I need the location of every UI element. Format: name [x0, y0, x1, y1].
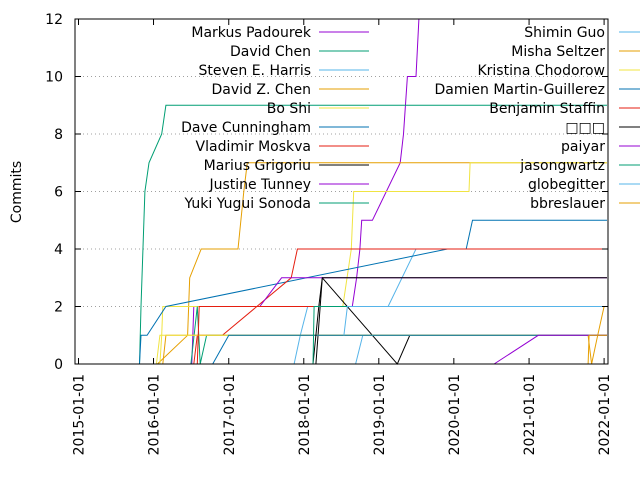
- legend-label: globegitter: [528, 177, 605, 193]
- legend-label: Markus Padourek: [191, 25, 311, 41]
- series-line: [162, 306, 605, 365]
- series-lines: [139, 18, 607, 365]
- legend-label: Benjamin Staffin: [489, 101, 605, 117]
- y-tick-label: 8: [54, 127, 63, 143]
- y-tick-label: 10: [45, 70, 63, 86]
- series-line: [343, 306, 607, 336]
- legend-label: jasongwartz: [519, 158, 605, 174]
- series-line: [139, 104, 607, 365]
- series-line: [315, 276, 607, 365]
- x-axis-ticks: 2015-01-01 2016-01-01 2017-01-01 2018-01-01…: [71, 19, 613, 455]
- series-line: [312, 277, 607, 365]
- y-tick-label: 2: [54, 300, 63, 316]
- legend-label: Steven E. Harris: [198, 63, 311, 79]
- x-tick-label: 2019-01-01: [372, 374, 388, 455]
- legend-label: Marius Grigoriu: [204, 158, 311, 174]
- series-line: [155, 334, 607, 365]
- series-line: [159, 162, 607, 365]
- x-tick-label: 2015-01-01: [71, 374, 87, 455]
- y-tick-label: 0: [54, 357, 63, 373]
- legend-label: David Z. Chen: [212, 82, 312, 98]
- series-line: [157, 162, 607, 365]
- series-line: [493, 334, 607, 365]
- legend-label: paiyar: [561, 139, 605, 155]
- x-tick-label: 2018-01-01: [297, 374, 313, 455]
- legend-label: Damien Martin-Guillerez: [435, 82, 605, 98]
- legend-label: David Chen: [230, 44, 311, 60]
- legend-label: Shimin Guo: [524, 25, 605, 41]
- legend: Markus Padourek David Chen Steven E. Harri…: [181, 25, 640, 212]
- legend-label: Misha Seltzer: [511, 44, 605, 60]
- legend-label: bbreslauer: [530, 196, 605, 212]
- y-axis-ticks: 0 2 4 6 8 10 12: [45, 12, 608, 373]
- series-line: [259, 277, 607, 307]
- series-line: [212, 334, 607, 365]
- y-tick-label: 4: [54, 242, 63, 258]
- legend-label: □□□: [565, 120, 605, 136]
- y-tick-label: 12: [45, 12, 63, 28]
- y-tick-label: 6: [54, 185, 63, 201]
- legend-label: Justine Tunney: [208, 177, 311, 193]
- x-tick-label: 2021-01-01: [522, 374, 538, 455]
- legend-label: Dave Cunningham: [181, 120, 311, 136]
- legend-label: Vladimir Moskva: [196, 139, 311, 155]
- x-tick-label: 2022-01-01: [597, 374, 613, 455]
- legend-label: Yuki Yugui Sonoda: [183, 196, 311, 212]
- legend-label: Bo Shi: [267, 101, 311, 117]
- x-tick-label: 2020-01-01: [447, 374, 463, 455]
- x-tick-label: 2016-01-01: [147, 374, 163, 455]
- y-axis-label: Commits: [9, 161, 25, 223]
- series-line: [587, 334, 607, 365]
- series-line: [139, 219, 607, 365]
- x-tick-label: 2017-01-01: [222, 374, 238, 455]
- legend-label: Kristina Chodorow: [477, 63, 605, 79]
